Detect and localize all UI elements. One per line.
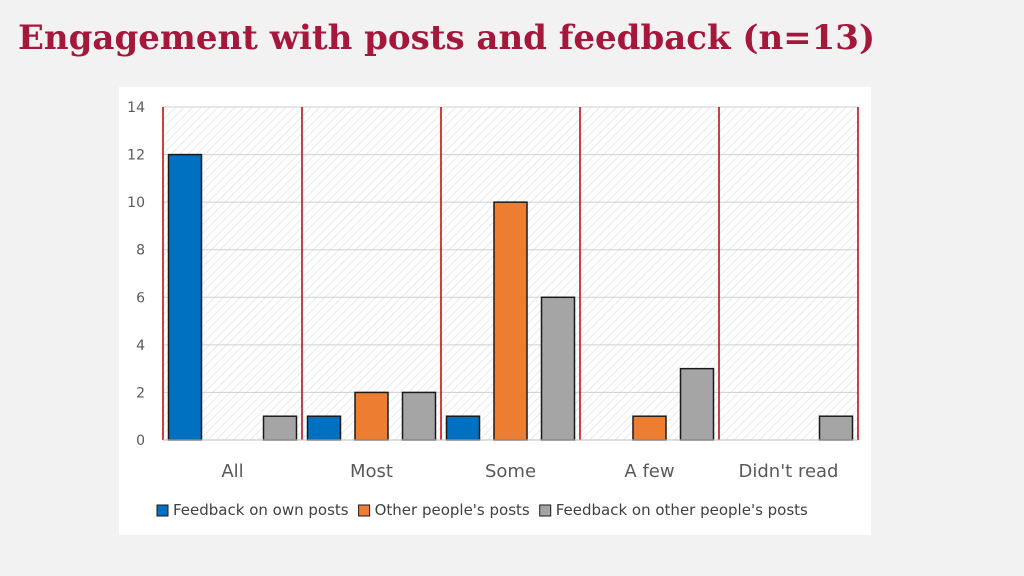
bar-chart: 0 2 4 6 8 10 12 14 All Most Some A few Didn't read F… xyxy=(127,100,859,519)
bar xyxy=(679,367,715,441)
bar xyxy=(445,415,481,441)
x-tick-label: Some xyxy=(485,461,536,482)
legend-swatch xyxy=(358,504,371,517)
y-tick-label: 4 xyxy=(136,338,145,354)
chart-panel: 0 2 4 6 8 10 12 14 All Most Some A few Didn't read F… xyxy=(119,87,871,535)
x-tick-label: A few xyxy=(624,461,674,482)
axis-labels: 0 2 4 6 8 10 12 14 All Most Some A few Didn't read xyxy=(127,100,838,482)
legend-swatch xyxy=(539,504,552,517)
bar xyxy=(167,153,203,441)
y-tick-label: 8 xyxy=(136,243,145,259)
legend-swatch xyxy=(156,504,169,517)
bar xyxy=(354,391,389,441)
y-tick-label: 0 xyxy=(136,433,145,449)
bar xyxy=(401,391,437,441)
bar xyxy=(818,415,854,441)
bars xyxy=(167,153,854,441)
legend-label: Other people's posts xyxy=(375,501,530,519)
bar xyxy=(262,415,298,441)
bar xyxy=(540,296,576,441)
y-tick-label: 12 xyxy=(127,148,145,164)
y-tick-label: 6 xyxy=(136,290,145,306)
legend-label: Feedback on own posts xyxy=(173,501,349,519)
legend-label: Feedback on other people's posts xyxy=(556,501,808,519)
x-tick-label: Didn't read xyxy=(739,461,839,482)
x-tick-label: Most xyxy=(350,461,393,482)
bar xyxy=(493,201,528,441)
bar xyxy=(306,415,342,441)
y-tick-label: 14 xyxy=(127,100,145,116)
slide-title: Engagement with posts and feedback (n=13… xyxy=(18,18,876,58)
bar xyxy=(632,415,667,441)
category-dividers xyxy=(162,107,859,441)
y-tick-label: 10 xyxy=(127,195,145,211)
x-tick-label: All xyxy=(221,461,243,482)
y-tick-label: 2 xyxy=(136,385,145,401)
legend: Feedback on own posts Other people's post… xyxy=(156,501,808,519)
